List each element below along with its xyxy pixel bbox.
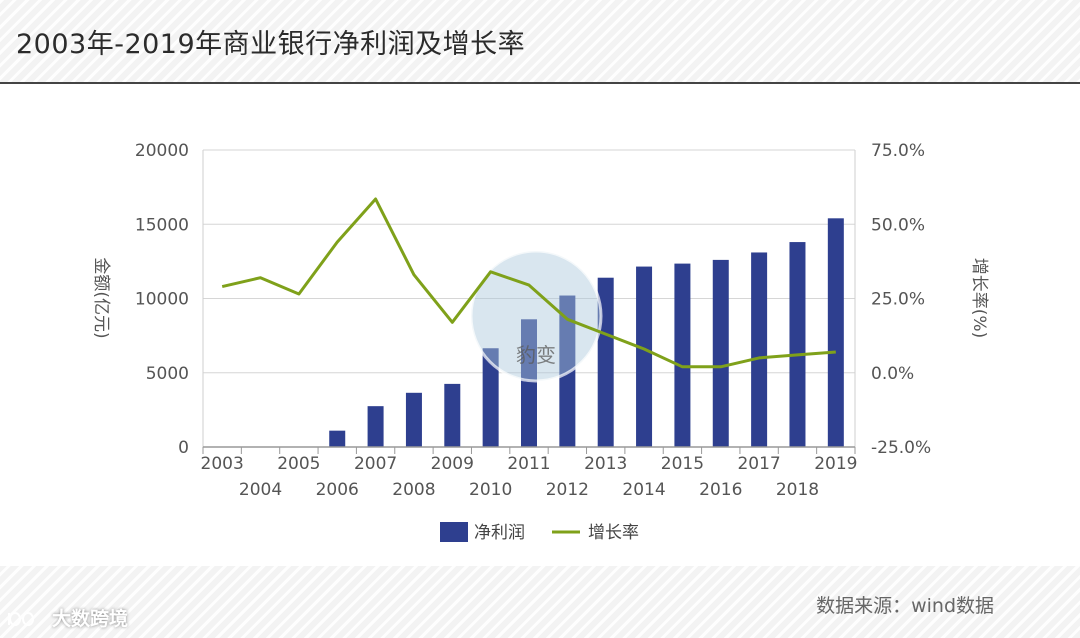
bar	[827, 218, 844, 447]
legend-label-bar: 净利润	[474, 523, 525, 543]
x-tick-label: 2003	[201, 454, 244, 474]
axes: 0 5000 10000 15000 20000 -25.0% 0.0% 25.0% 50.0%…	[91, 141, 989, 500]
header: 2003年-2019年商业银行净利润及增长率	[0, 0, 1080, 84]
y-axis-title: 金额(亿元)	[91, 257, 111, 338]
y2-tick-label: 0.0%	[871, 364, 914, 384]
combo-chart: 豹变 05000100001500020000-25.0%0.0%25.0%50…	[91, 141, 989, 543]
chart-title: 2003年-2019年商业银行净利润及增长率	[16, 29, 526, 60]
bar	[636, 266, 653, 447]
bar	[521, 319, 537, 447]
bar	[712, 259, 729, 447]
x-tick-label: 2018	[776, 480, 819, 500]
brand-text: 大数跨境	[52, 608, 129, 630]
legend: 净利润 增长率	[440, 522, 639, 543]
line-series	[221, 197, 836, 369]
bar	[751, 252, 768, 447]
x-tick-label: 2015	[661, 454, 704, 474]
bar	[444, 383, 461, 447]
x-tick-label: 2012	[546, 480, 589, 500]
x-tick-label: 2009	[431, 454, 474, 474]
x-tick-label: 2016	[699, 480, 742, 500]
legend-label-line: 增长率	[588, 523, 639, 543]
y-tick-label: 5000	[146, 364, 189, 384]
y2-axis-title: 增长率(%)	[969, 258, 989, 338]
y-tick-label: 0	[178, 438, 189, 458]
x-tick-label: 2013	[584, 454, 627, 474]
bar	[405, 392, 422, 447]
x-tick-label: 2010	[469, 480, 512, 500]
bar	[674, 263, 691, 447]
x-tick-label: 2019	[814, 454, 857, 474]
brand-logo: 大数跨境	[6, 604, 128, 631]
x-tick-label: 2008	[392, 480, 435, 500]
bar	[597, 277, 614, 447]
bar	[482, 348, 499, 447]
brand-icon	[8, 611, 35, 626]
chart-panel: 豹变 0 5000 10000 15000 20000 -25.0% 0.0% 25.0% 50…	[0, 84, 1080, 566]
x-tick-label: 2006	[316, 480, 359, 500]
x-tick-label: 2005	[277, 454, 320, 474]
data-source: 数据来源：wind数据	[816, 595, 994, 617]
y2-tick-label: 75.0%	[871, 141, 925, 161]
x-tick-label: 2014	[622, 480, 665, 500]
y-tick-label: 10000	[135, 290, 189, 310]
bar-series	[329, 218, 844, 447]
x-tick-label: 2017	[737, 454, 780, 474]
y2-tick-label: 25.0%	[871, 290, 925, 310]
bar	[789, 242, 806, 447]
bar	[367, 406, 384, 447]
bar	[329, 430, 346, 447]
x-tick-label: 2011	[507, 454, 550, 474]
y2-tick-label: 50.0%	[871, 215, 925, 235]
y-tick-label: 20000	[135, 141, 189, 161]
y-tick-label: 15000	[135, 215, 189, 235]
growth-line	[221, 197, 836, 369]
y2-tick-label: -25.0%	[871, 438, 931, 458]
x-tick-label: 2004	[239, 480, 282, 500]
legend-swatch-bar	[440, 522, 468, 542]
x-tick-label: 2007	[354, 454, 397, 474]
